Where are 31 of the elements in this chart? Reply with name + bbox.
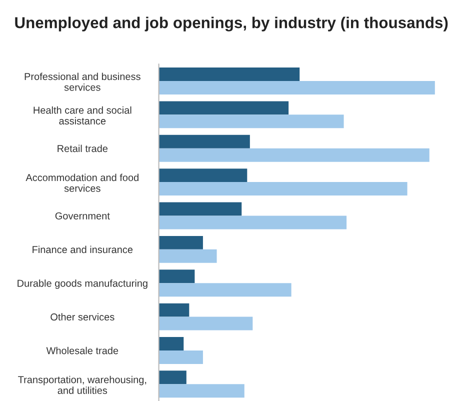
bar xyxy=(158,114,344,128)
bar xyxy=(158,68,300,81)
y-tick-label: Other services xyxy=(50,313,114,321)
bar xyxy=(158,148,430,162)
y-tick-label: Finance and insurance xyxy=(32,246,133,254)
bar xyxy=(158,101,289,115)
chart-title: Unemployed and job openings, by industry (in thousands) xyxy=(15,16,448,32)
bar xyxy=(158,270,195,284)
y-tick-label: Durable goods manufacturing xyxy=(18,279,148,289)
bar xyxy=(158,370,186,384)
bar xyxy=(158,249,217,263)
y-tick-label: Wholesale trade xyxy=(46,346,118,354)
y-tick-label: Transportation, warehousing, and utilities xyxy=(18,376,146,394)
bar xyxy=(158,236,203,250)
bar xyxy=(158,316,253,330)
y-tick-label: Retail trade xyxy=(58,144,108,152)
y-tick-label: Accommodation and food services xyxy=(26,174,138,192)
bar xyxy=(158,202,242,216)
bar xyxy=(158,384,244,398)
y-tick-label: Professional and business services xyxy=(24,72,140,91)
bar xyxy=(158,303,190,317)
bar xyxy=(158,168,248,182)
y-tick-label: Government xyxy=(55,212,110,220)
bar xyxy=(158,283,292,297)
bar xyxy=(158,216,347,230)
bar xyxy=(158,182,408,196)
y-tick-label: Health care and social assistance xyxy=(34,106,132,125)
bar xyxy=(158,350,203,364)
bar xyxy=(158,134,250,148)
bar xyxy=(158,81,435,94)
bar xyxy=(158,337,184,350)
